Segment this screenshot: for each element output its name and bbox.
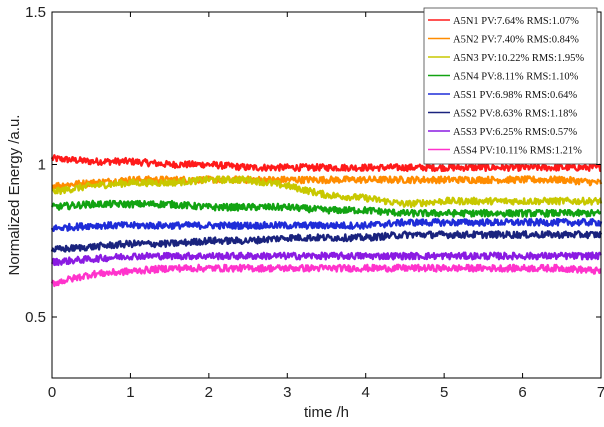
x-tick-label: 2 — [205, 384, 213, 401]
series-line-a5n1 — [50, 154, 602, 173]
series-line-a5s4 — [50, 263, 602, 288]
legend-label: A5S1 PV:6.98% RMS:0.64% — [453, 90, 577, 101]
x-tick-label: 0 — [48, 384, 56, 401]
series-line-a5n4 — [50, 199, 602, 218]
x-tick-label: 4 — [362, 384, 370, 401]
legend-label: A5N2 PV:7.40% RMS:0.84% — [453, 35, 579, 46]
x-tick-label: 1 — [126, 384, 134, 401]
legend-label: A5N3 PV:10.22% RMS:1.95% — [453, 53, 584, 64]
y-axis-ticks: 0.5 1 1.5 — [25, 4, 601, 326]
series-line-a5s3 — [50, 251, 602, 267]
series-line-a5n3 — [51, 175, 603, 209]
x-tick-label: 7 — [597, 384, 604, 401]
legend-label: A5S2 PV:8.63% RMS:1.18% — [453, 109, 577, 120]
y-tick-label: 1 — [38, 157, 46, 174]
x-tick-label: 3 — [283, 384, 291, 401]
legend-label: A5S4 PV:10.11% RMS:1.21% — [453, 146, 582, 157]
y-axis-label: Normalized Energy /a.u. — [6, 115, 23, 276]
x-tick-label: 6 — [518, 384, 526, 401]
legend: A5N1 PV:7.64% RMS:1.07% A5N2 PV:7.40% RMS… — [423, 7, 598, 165]
series-line-a5s1 — [50, 217, 603, 232]
plot-frame — [51, 11, 602, 379]
legend-label: A5N1 PV:7.64% RMS:1.07% — [453, 16, 579, 27]
legend-box — [423, 7, 598, 165]
x-axis-ticks: 0 1 2 3 4 5 6 7 — [48, 12, 604, 401]
series-line-a5s2 — [50, 230, 603, 253]
y-tick-label: 0.5 — [25, 309, 46, 326]
legend-label: A5N4 PV:8.11% RMS:1.10% — [453, 72, 579, 83]
x-tick-label: 5 — [440, 384, 448, 401]
y-tick-label: 1.5 — [25, 4, 46, 21]
x-axis-label: time /h — [304, 404, 349, 421]
legend-label: A5S3 PV:6.25% RMS:0.57% — [453, 127, 577, 138]
plot-lines — [50, 154, 603, 288]
